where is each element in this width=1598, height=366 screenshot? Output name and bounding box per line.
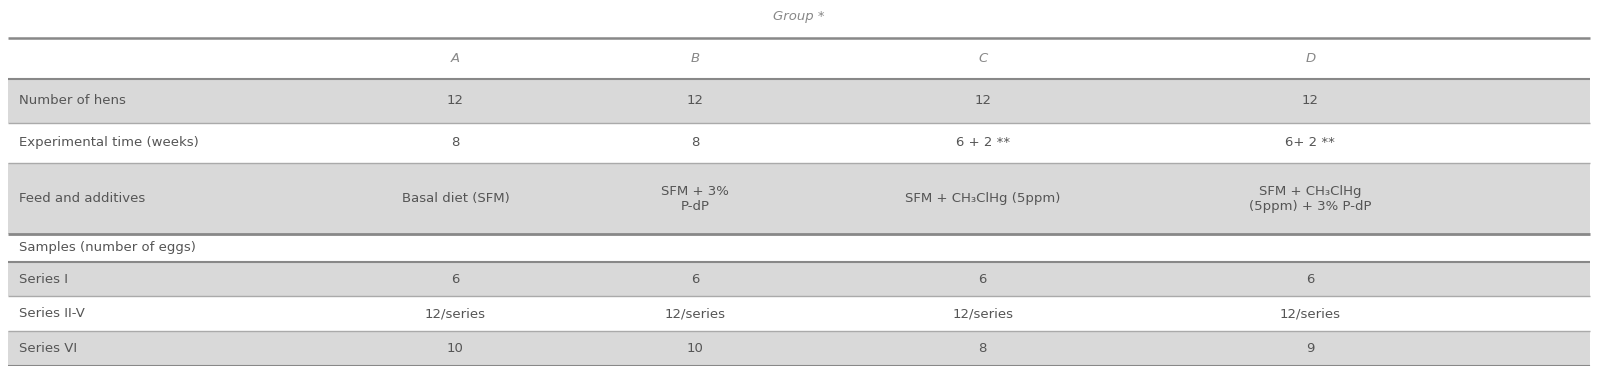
Text: Series II-V: Series II-V bbox=[19, 307, 85, 320]
Text: 6: 6 bbox=[978, 273, 988, 285]
Text: 10: 10 bbox=[687, 342, 703, 355]
Text: Number of hens: Number of hens bbox=[19, 94, 126, 107]
Text: Samples (number of eggs): Samples (number of eggs) bbox=[19, 242, 197, 254]
Text: 6 + 2 **: 6 + 2 ** bbox=[956, 136, 1010, 149]
Text: B: B bbox=[690, 52, 700, 65]
Text: 12/series: 12/series bbox=[952, 307, 1013, 320]
Text: 8: 8 bbox=[451, 136, 460, 149]
Bar bbox=[8, 123, 1590, 163]
Text: 6: 6 bbox=[451, 273, 460, 285]
Text: 12/series: 12/series bbox=[425, 307, 486, 320]
Text: 12: 12 bbox=[975, 94, 991, 107]
Text: A: A bbox=[451, 52, 460, 65]
Text: 6+ 2 **: 6+ 2 ** bbox=[1285, 136, 1336, 149]
Text: Basal diet (SFM): Basal diet (SFM) bbox=[401, 192, 510, 205]
Text: 6: 6 bbox=[1306, 273, 1315, 285]
Text: 12: 12 bbox=[1302, 94, 1318, 107]
Text: 12/series: 12/series bbox=[1280, 307, 1341, 320]
Text: SFM + CH₃ClHg
(5ppm) + 3% P-dP: SFM + CH₃ClHg (5ppm) + 3% P-dP bbox=[1250, 184, 1371, 213]
Text: 8: 8 bbox=[978, 342, 988, 355]
Bar bbox=[8, 234, 1590, 262]
Text: 12/series: 12/series bbox=[665, 307, 725, 320]
Text: C: C bbox=[978, 52, 988, 65]
Text: Series I: Series I bbox=[19, 273, 69, 285]
Text: Group *: Group * bbox=[773, 10, 825, 23]
Text: 8: 8 bbox=[690, 136, 700, 149]
Bar bbox=[8, 79, 1590, 123]
Text: D: D bbox=[1306, 52, 1315, 65]
Text: Series VI: Series VI bbox=[19, 342, 77, 355]
Text: 9: 9 bbox=[1306, 342, 1315, 355]
Text: Experimental time (weeks): Experimental time (weeks) bbox=[19, 136, 198, 149]
Text: 10: 10 bbox=[447, 342, 463, 355]
Text: 12: 12 bbox=[687, 94, 703, 107]
Bar bbox=[8, 331, 1590, 366]
Text: SFM + CH₃ClHg (5ppm): SFM + CH₃ClHg (5ppm) bbox=[904, 192, 1061, 205]
Text: 6: 6 bbox=[690, 273, 700, 285]
Text: Feed and additives: Feed and additives bbox=[19, 192, 145, 205]
Text: SFM + 3%
P-dP: SFM + 3% P-dP bbox=[662, 184, 729, 213]
Bar bbox=[8, 163, 1590, 234]
Bar bbox=[8, 296, 1590, 331]
Text: 12: 12 bbox=[447, 94, 463, 107]
Bar bbox=[8, 262, 1590, 296]
